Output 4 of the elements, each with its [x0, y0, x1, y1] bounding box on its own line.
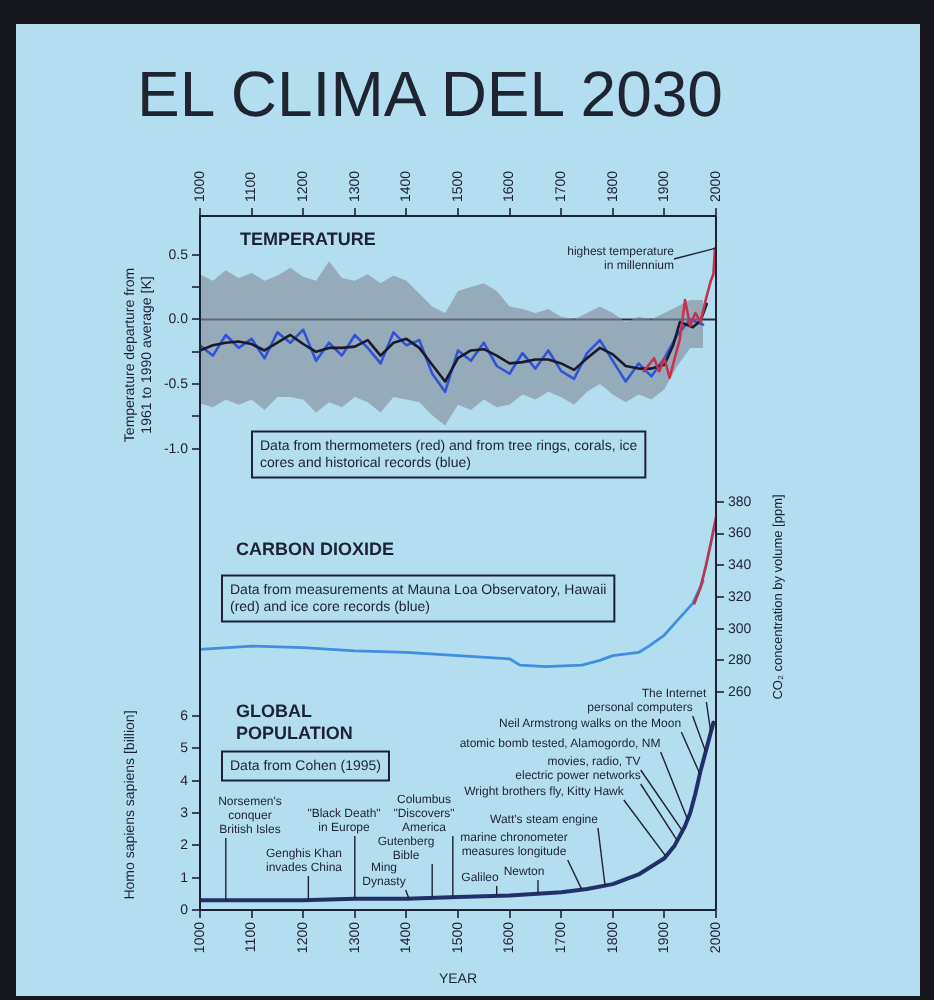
annotation: CARBON DIOXIDE: [236, 538, 395, 559]
chart-title: EL CLIMA DEL 2030: [135, 58, 725, 130]
annotation: TEMPERATURE: [240, 228, 376, 249]
annotation: GLOBAL POPULATION: [236, 700, 353, 743]
